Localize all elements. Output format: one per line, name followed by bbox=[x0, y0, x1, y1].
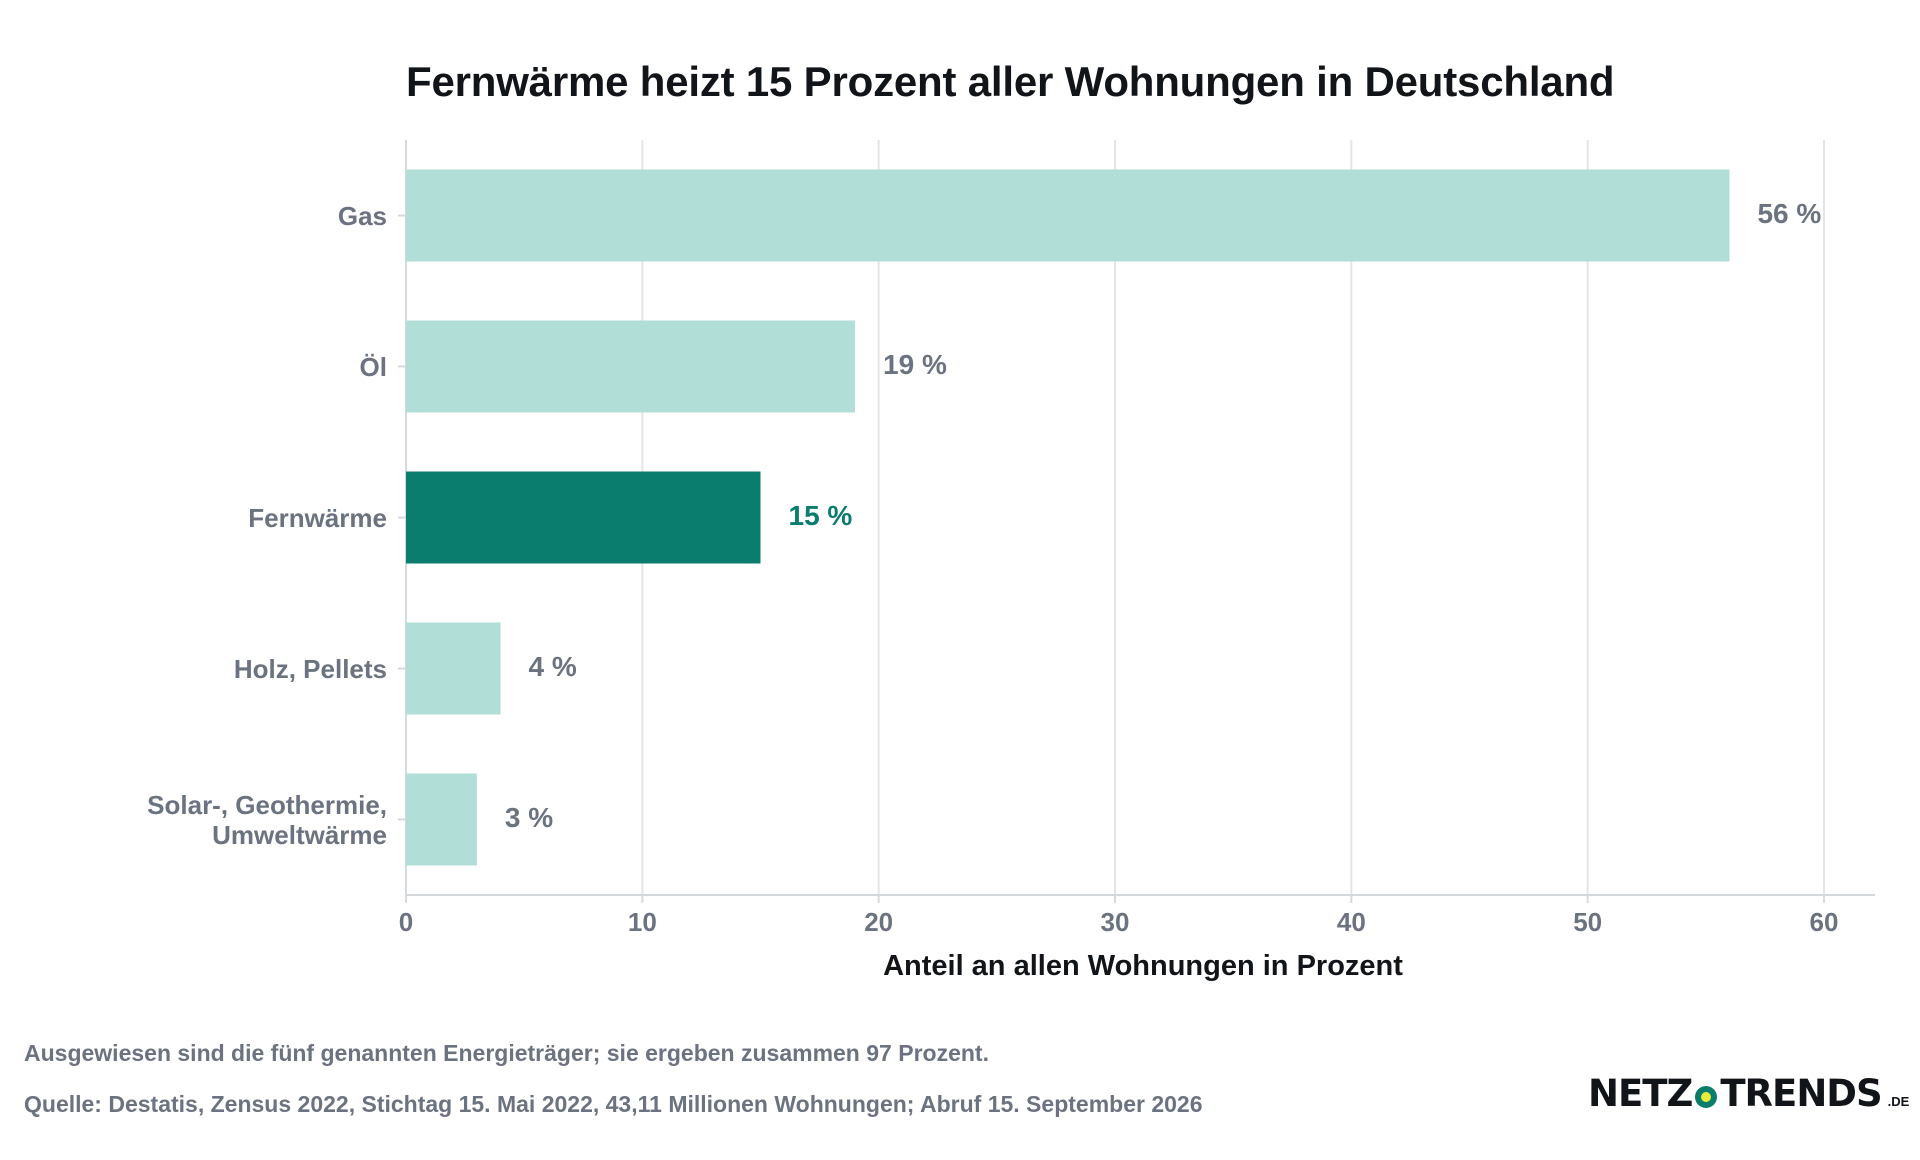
logo-text-trends: TRENDS bbox=[1720, 1072, 1882, 1115]
value-label-3: 15 % bbox=[788, 499, 853, 531]
value-label-2: 19 % bbox=[883, 348, 947, 380]
category-label-3: Fernwärme bbox=[248, 502, 387, 533]
logo-tld: .DE bbox=[1887, 1094, 1910, 1109]
bar-1 bbox=[406, 169, 1730, 262]
category-label-2: Öl bbox=[359, 351, 387, 382]
category-label-5: Solar-, Geothermie, Umweltwärme bbox=[147, 789, 387, 850]
value-label-1: 56 % bbox=[1757, 197, 1822, 229]
category-label-4: Holz, Pellets bbox=[233, 653, 387, 684]
x-tick-label-30: 30 bbox=[1100, 907, 1130, 937]
value-label-4: 4 % bbox=[528, 650, 577, 682]
brand-logo: NETZ TRENDS .DE bbox=[1588, 1072, 1910, 1115]
x-tick-label-50: 50 bbox=[1573, 907, 1603, 937]
source-note: Quelle: Destatis, Zensus 2022, Stichtag … bbox=[24, 1091, 1203, 1117]
bar-3 bbox=[406, 471, 761, 564]
x-tick-label-60: 60 bbox=[1809, 907, 1839, 937]
value-label-5: 3 % bbox=[504, 801, 554, 833]
bar-5 bbox=[406, 773, 477, 866]
x-tick-label-40: 40 bbox=[1336, 907, 1366, 937]
x-tick-label-20: 20 bbox=[864, 907, 894, 937]
footnote: Ausgewiesen sind die fünf genannten Ener… bbox=[24, 1040, 989, 1066]
chart-title: Fernwärme heizt 15 Prozent aller Wohnung… bbox=[406, 58, 1615, 105]
x-axis-label: Anteil an allen Wohnungen in Prozent bbox=[883, 950, 1403, 982]
category-label-1: Gas bbox=[337, 200, 387, 231]
logo-text-netz: NETZ bbox=[1588, 1072, 1693, 1115]
logo-dot-icon bbox=[1695, 1086, 1718, 1108]
x-tick-label-10: 10 bbox=[627, 907, 657, 937]
bar-4 bbox=[406, 622, 501, 715]
x-tick-label-0: 0 bbox=[398, 907, 414, 937]
bar-2 bbox=[406, 320, 856, 413]
